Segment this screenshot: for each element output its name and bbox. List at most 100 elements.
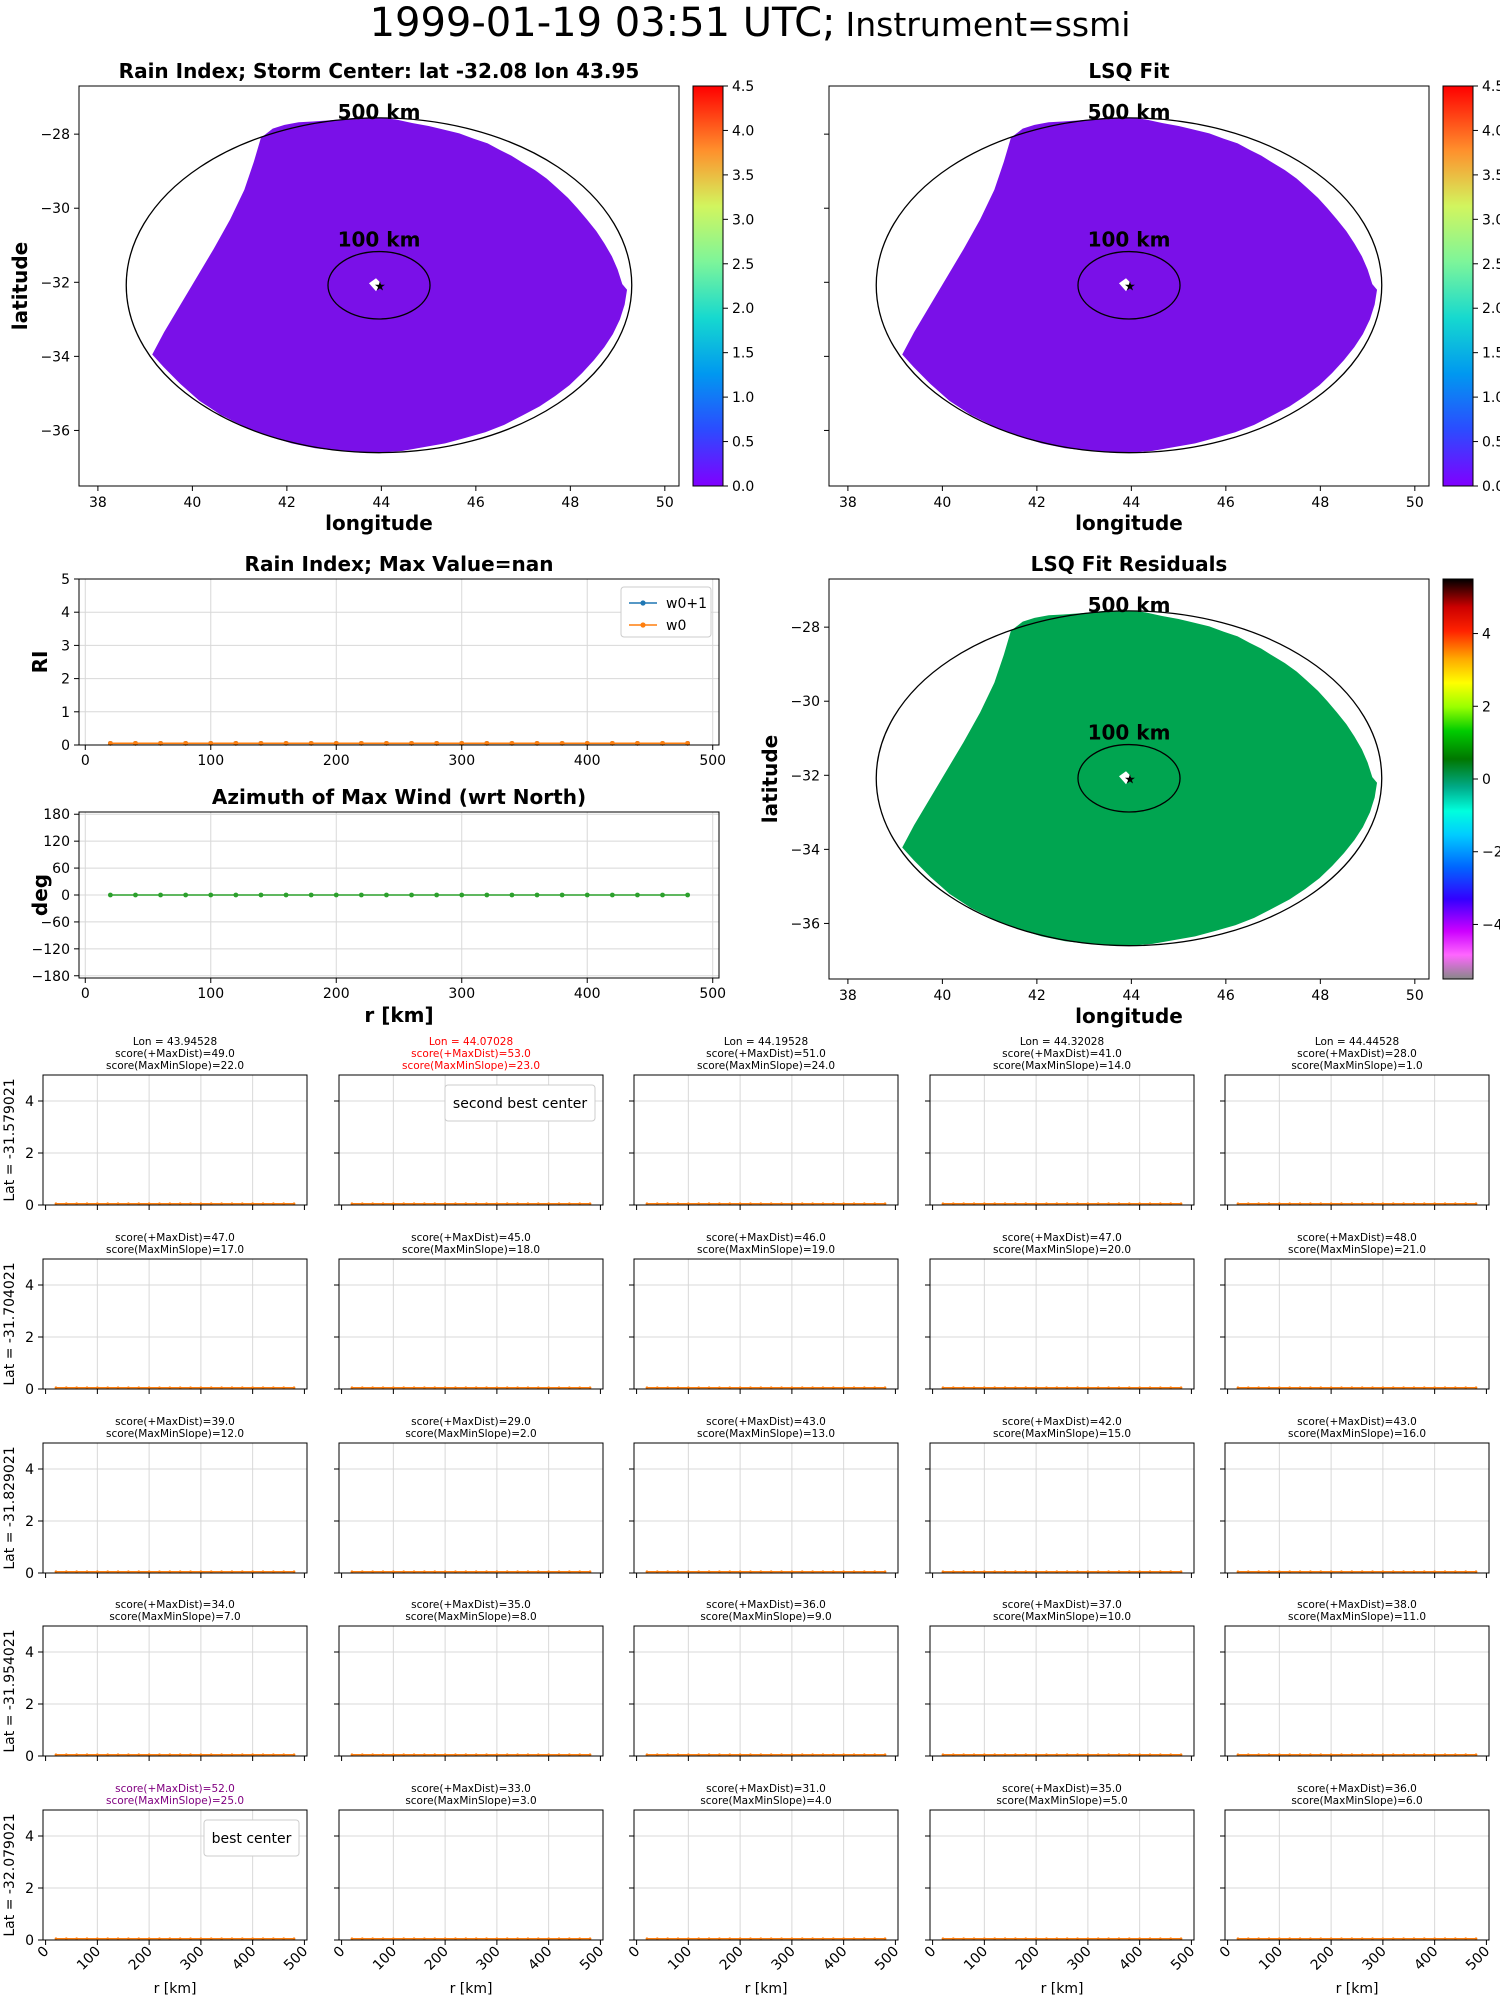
data-point <box>588 1570 592 1573</box>
colorbar-tick-label: 0 <box>1482 772 1491 788</box>
data-point <box>1319 1753 1323 1756</box>
colorbar-tick-label: 1.5 <box>732 346 754 362</box>
data-point <box>728 1570 732 1573</box>
data-point <box>941 1202 945 1205</box>
axes-frame <box>1224 1442 1490 1574</box>
data-point <box>474 1570 478 1573</box>
cell-score-slope: score(MaxMinSlope)=14.0 <box>993 1060 1131 1072</box>
data-point <box>485 1570 488 1573</box>
y-tick-label: 0 <box>25 1749 34 1765</box>
cell-score-slope: score(MaxMinSlope)=18.0 <box>402 1244 540 1256</box>
data-point <box>1278 1386 1281 1389</box>
cell-score-maxdist: score(+MaxDist)=37.0 <box>1002 1599 1122 1611</box>
data-point <box>769 1386 773 1389</box>
ring-500km <box>125 117 633 454</box>
data-point <box>485 1937 488 1940</box>
data-point <box>707 1570 711 1573</box>
x-tick-label: 0 <box>81 986 90 1002</box>
data-point <box>536 1386 540 1389</box>
data-point <box>1309 1570 1312 1573</box>
cell-score-maxdist: score(+MaxDist)=45.0 <box>411 1232 531 1244</box>
data-point <box>168 1937 172 1940</box>
colorbar-tick-label: 4.5 <box>1482 79 1500 95</box>
data-point <box>1246 1937 1250 1940</box>
data-point <box>1034 1386 1038 1389</box>
y-tick-label: 4 <box>61 605 70 621</box>
colorbar <box>692 85 724 487</box>
data-point <box>1148 1753 1152 1756</box>
data-point <box>645 1202 649 1205</box>
cell-score-maxdist: score(+MaxDist)=48.0 <box>1297 1232 1417 1244</box>
cell-score-slope: score(MaxMinSlope)=20.0 <box>993 1244 1131 1256</box>
data-point <box>1034 1937 1038 1940</box>
data-point <box>547 1937 550 1940</box>
data-point <box>883 1202 887 1205</box>
data-point <box>261 1202 265 1205</box>
y-tick-label: 0 <box>25 1382 34 1398</box>
data-point <box>360 1570 364 1573</box>
data-point <box>392 1202 395 1205</box>
data-point <box>666 1937 669 1940</box>
x-tick-label: 500 <box>872 1944 902 1974</box>
ring-100km <box>327 250 431 320</box>
cell-legend-box <box>203 1819 300 1857</box>
x-tick-label: 100 <box>197 753 224 769</box>
y-axis-label: latitude <box>8 242 32 330</box>
data-point <box>1003 1753 1007 1756</box>
data-point <box>1138 1386 1141 1389</box>
data-point <box>1267 1937 1271 1940</box>
cell-score-slope: score(MaxMinSlope)=23.0 <box>402 1060 540 1072</box>
data-point <box>75 1386 78 1389</box>
cell-legend-box <box>444 1084 596 1122</box>
data-point <box>1179 1570 1183 1573</box>
data-point <box>1086 1937 1090 1940</box>
data-point <box>687 1753 690 1756</box>
data-point <box>443 1202 447 1205</box>
data-point <box>1464 1386 1468 1389</box>
rain-index-map-plot-area: ★ <box>125 117 633 454</box>
data-point <box>1117 1753 1121 1756</box>
x-tick-label: 44 <box>1122 988 1140 1004</box>
data-point <box>283 892 289 898</box>
data-point <box>261 1753 265 1756</box>
cell-score-slope: score(MaxMinSlope)=15.0 <box>993 1428 1131 1440</box>
x-tick-label: 300 <box>177 1944 207 1974</box>
data-point <box>707 1753 711 1756</box>
data-point <box>1159 1202 1162 1205</box>
data-point <box>983 1386 986 1389</box>
data-point <box>208 892 214 898</box>
x-tick-label: 400 <box>525 1944 555 1974</box>
data-point <box>1329 1937 1333 1940</box>
data-point <box>516 1202 519 1205</box>
data-point <box>474 1937 478 1940</box>
data-point <box>1422 1570 1426 1573</box>
data-point <box>116 1386 120 1389</box>
data-point <box>1236 1753 1240 1756</box>
data-point <box>1086 1753 1090 1756</box>
x-tick-label: 48 <box>1311 988 1329 1004</box>
data-point <box>811 1202 814 1205</box>
data-point <box>1096 1937 1100 1940</box>
cell-score-slope: score(MaxMinSlope)=6.0 <box>1291 1795 1422 1807</box>
data-point <box>158 1753 161 1756</box>
data-point <box>1014 1202 1017 1205</box>
data-point <box>147 1570 151 1573</box>
data-point <box>800 1937 804 1940</box>
data-point <box>505 1202 509 1205</box>
data-point <box>360 1753 364 1756</box>
y-tick-label: −30 <box>40 201 70 217</box>
cell-score-slope: score(MaxMinSlope)=8.0 <box>405 1611 536 1623</box>
data-point <box>1402 1570 1405 1573</box>
data-point <box>1391 1570 1395 1573</box>
data-point <box>381 1753 385 1756</box>
data-point <box>1065 1386 1069 1389</box>
data-point <box>645 1937 649 1940</box>
data-point <box>526 1570 530 1573</box>
ring-500km <box>875 610 1383 947</box>
data-point <box>1371 1753 1374 1756</box>
data-point <box>54 1570 58 1573</box>
data-point <box>178 1937 182 1940</box>
chart-title: LSQ Fit Residuals <box>1031 552 1228 576</box>
data-point <box>1045 1386 1048 1389</box>
data-point <box>85 1753 89 1756</box>
